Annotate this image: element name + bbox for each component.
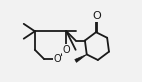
Polygon shape	[75, 54, 87, 62]
Text: O: O	[63, 45, 70, 55]
Text: O: O	[53, 54, 61, 64]
Text: O: O	[93, 11, 101, 21]
